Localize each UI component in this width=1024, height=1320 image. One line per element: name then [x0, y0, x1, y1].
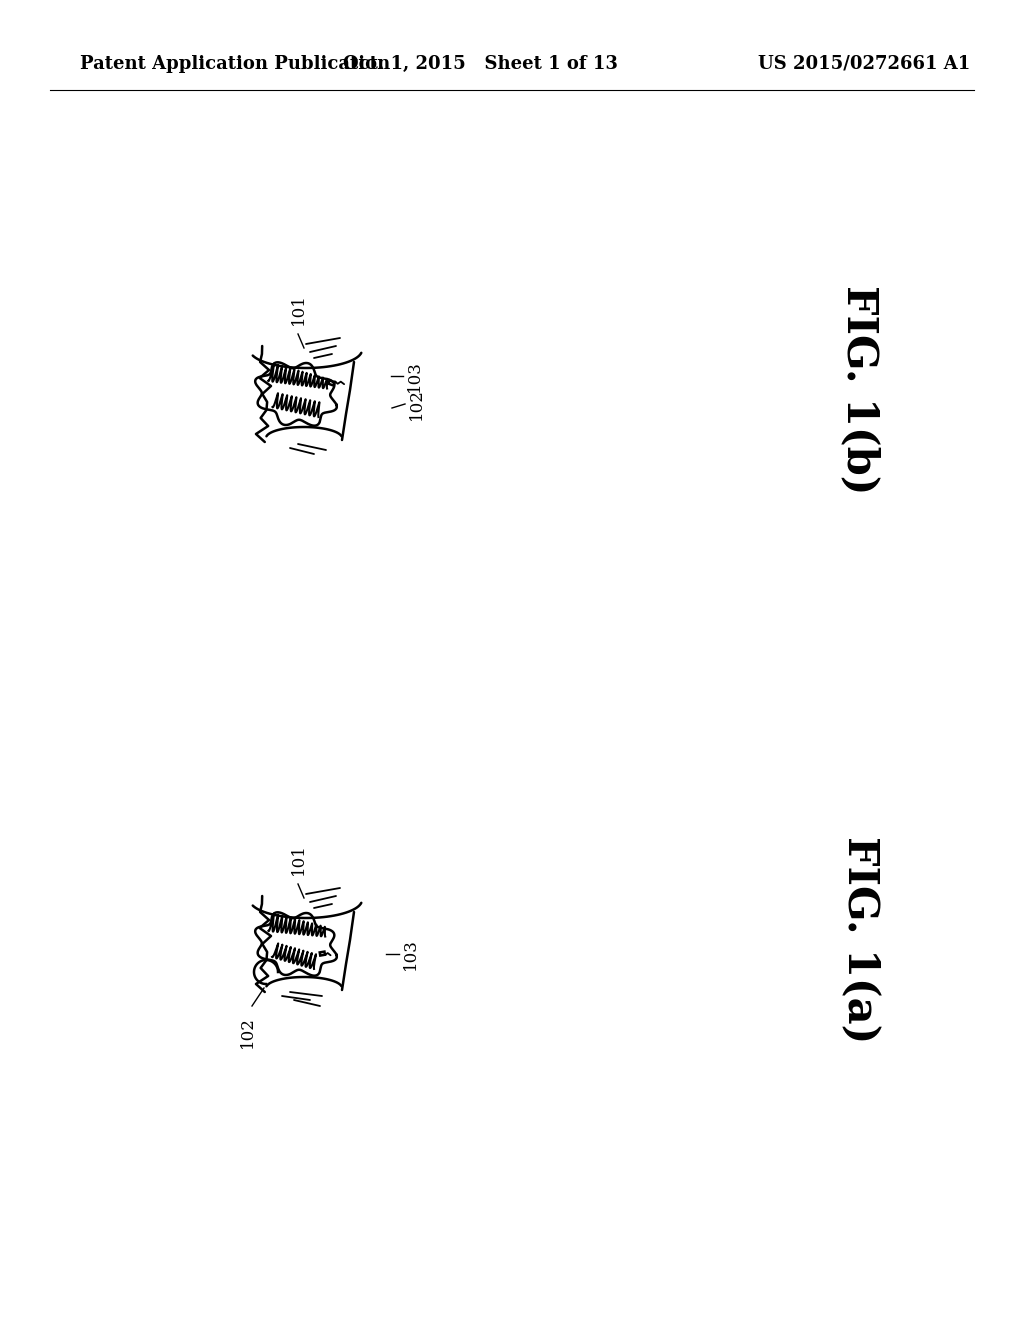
Text: FIG. 1(a): FIG. 1(a)	[839, 837, 881, 1044]
Polygon shape	[319, 952, 325, 956]
Text: Oct. 1, 2015   Sheet 1 of 13: Oct. 1, 2015 Sheet 1 of 13	[343, 55, 617, 73]
Text: 101: 101	[290, 293, 306, 325]
Text: 101: 101	[290, 843, 306, 875]
Text: 103: 103	[402, 939, 419, 970]
Text: FIG. 1(b): FIG. 1(b)	[839, 285, 881, 495]
Text: US 2015/0272661 A1: US 2015/0272661 A1	[758, 55, 970, 73]
Polygon shape	[329, 380, 335, 385]
Text: 103: 103	[406, 360, 423, 392]
Text: Patent Application Publication: Patent Application Publication	[80, 55, 390, 73]
Text: 102: 102	[239, 1016, 256, 1048]
Text: 102: 102	[408, 388, 425, 420]
